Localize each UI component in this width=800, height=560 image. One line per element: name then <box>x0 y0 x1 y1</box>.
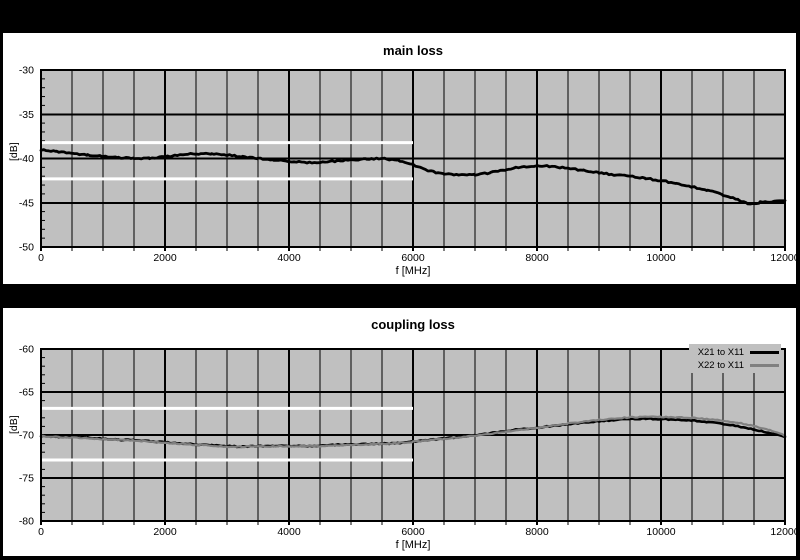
svg-text:6000: 6000 <box>401 526 425 538</box>
svg-text:-30: -30 <box>19 65 34 77</box>
legend-label-x22: X22 to X11 <box>697 359 744 371</box>
svg-text:2000: 2000 <box>153 526 177 538</box>
svg-text:10000: 10000 <box>646 526 675 538</box>
svg-text:8000: 8000 <box>525 526 549 538</box>
svg-text:-35: -35 <box>19 109 34 121</box>
svg-text:-45: -45 <box>19 197 34 209</box>
legend-label-x21: X21 to X11 <box>697 346 744 358</box>
svg-text:8000: 8000 <box>525 252 549 264</box>
coupling-loss-x-axis-label: f [MHz] <box>395 539 431 551</box>
svg-text:-50: -50 <box>19 242 34 254</box>
svg-text:-65: -65 <box>19 387 34 399</box>
main-loss-panel: 0 2000 4000 6000 8000 10000 12000 -30 -35 -40 -45 -… <box>3 33 796 284</box>
svg-text:4000: 4000 <box>277 526 301 538</box>
legend-line-sample-x21 <box>750 350 779 354</box>
svg-text:12000: 12000 <box>770 526 796 538</box>
svg-text:-40: -40 <box>19 153 34 165</box>
coupling-loss-panel: 0 2000 4000 6000 8000 10000 12000 -60 -65 -70 -75 -… <box>3 308 796 556</box>
legend: X21 to X11 X22 to X11 <box>689 344 781 373</box>
svg-text:-80: -80 <box>19 516 34 528</box>
legend-line-sample-x22 <box>750 363 779 367</box>
svg-text:-70: -70 <box>19 430 34 442</box>
svg-text:12000: 12000 <box>770 252 796 264</box>
svg-text:6000: 6000 <box>401 252 425 264</box>
svg-text:10000: 10000 <box>646 252 675 264</box>
svg-text:-60: -60 <box>19 344 34 356</box>
main-loss-title: main loss <box>383 43 443 58</box>
svg-text:0: 0 <box>38 526 44 538</box>
main-loss-y-axis-label: [dB] <box>8 142 20 162</box>
svg-text:0: 0 <box>38 252 44 264</box>
coupling-loss-title: coupling loss <box>371 317 455 332</box>
svg-text:2000: 2000 <box>153 252 177 264</box>
svg-text:4000: 4000 <box>277 252 301 264</box>
coupling-loss-y-axis-label: [dB] <box>8 415 20 435</box>
legend-entry-x21: X21 to X11 <box>691 346 779 358</box>
main-loss-x-axis-label: f [MHz] <box>395 265 431 277</box>
legend-entry-x22: X22 to X11 <box>691 359 779 371</box>
main-loss-plot: 0 2000 4000 6000 8000 10000 12000 -30 -35 -40 -45 -… <box>19 65 796 265</box>
svg-text:-75: -75 <box>19 473 34 485</box>
coupling-loss-plot: 0 2000 4000 6000 8000 10000 12000 -60 -65 -70 -75 -… <box>19 344 796 539</box>
